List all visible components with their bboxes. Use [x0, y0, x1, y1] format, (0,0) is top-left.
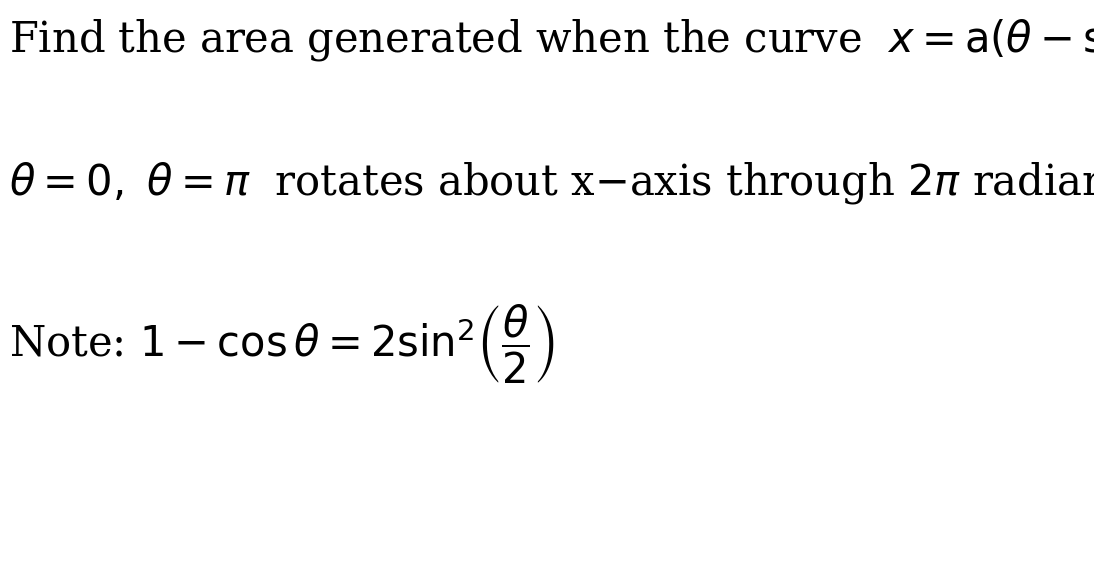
- Text: Note: $1 - \cos\theta = 2\sin^2\!\left(\dfrac{\theta}{2}\right)$: Note: $1 - \cos\theta = 2\sin^2\!\left(\…: [9, 303, 555, 386]
- Text: $\theta = 0,\ \theta = \pi$  rotates about x$-$axis through $2\pi$ radian.: $\theta = 0,\ \theta = \pi$ rotates abou…: [9, 160, 1094, 206]
- Text: Find the area generated when the curve  $x = \mathrm{a}(\theta - \sin\theta),\ (: Find the area generated when the curve $…: [9, 17, 1094, 63]
